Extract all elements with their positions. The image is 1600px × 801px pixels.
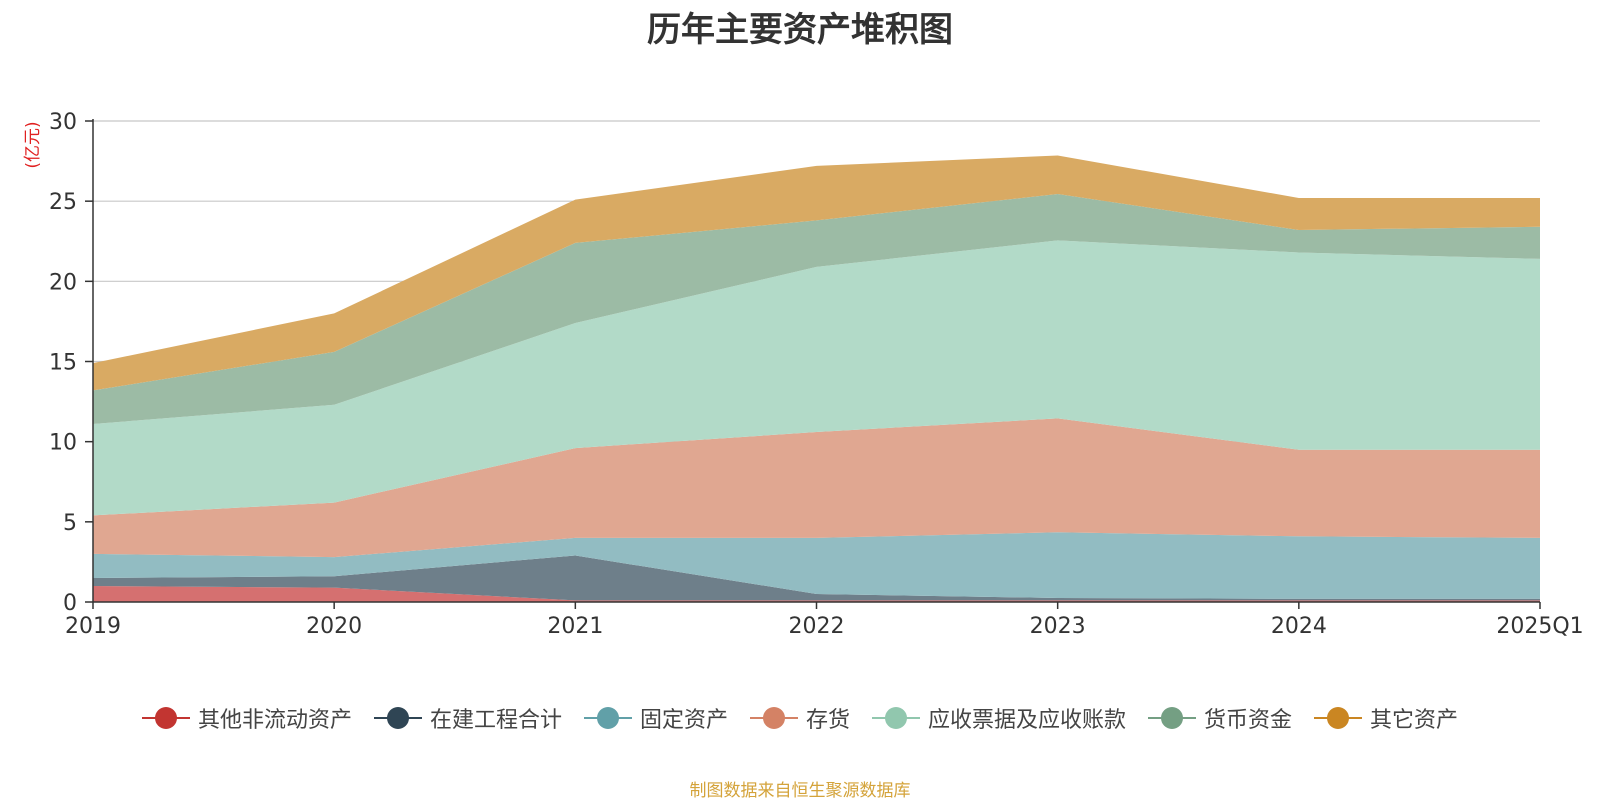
legend-item[interactable]: 应收票据及应收账款 (872, 702, 1126, 734)
legend-item[interactable]: 其他非流动资产 (141, 702, 352, 734)
y-tick-label: 10 (49, 431, 77, 456)
x-tick-label: 2024 (1271, 614, 1327, 639)
legend-marker-icon (749, 706, 798, 730)
legend-marker-icon (1314, 706, 1363, 730)
y-tick-label: 15 (49, 351, 77, 376)
legend-item[interactable]: 在建工程合计 (373, 702, 562, 734)
y-tick-label: 5 (63, 511, 77, 536)
area-3 (93, 418, 1540, 558)
area-series (93, 155, 1540, 602)
area-0 (93, 586, 1540, 602)
legend-label: 其他非流动资产 (197, 708, 352, 733)
legend-item[interactable]: 固定资产 (583, 702, 728, 734)
legend-label: 货币资金 (1204, 708, 1293, 733)
legend-item[interactable]: 其它资产 (1314, 702, 1458, 734)
chart-title: 历年主要资产堆积图 (647, 10, 953, 50)
legend-item[interactable]: 存货 (749, 702, 850, 734)
source-note: 制图数据来自恒生聚源数据库 (689, 781, 911, 801)
x-tick-label: 2021 (547, 614, 603, 639)
area-4 (93, 240, 1540, 516)
x-tick-label: 2025Q1 (1496, 614, 1583, 639)
legend-marker-icon (872, 706, 920, 730)
x-tick-label: 2022 (789, 614, 845, 639)
legend: 其他非流动资产 在建工程合计 固定资产 存货 应收票据及应收账款 货币资金 其它资产 (0, 700, 1600, 736)
area-6 (93, 155, 1540, 391)
x-tick-label: 2023 (1030, 614, 1086, 639)
area-2 (93, 532, 1540, 599)
legend-item[interactable]: 货币资金 (1148, 702, 1292, 734)
x-tick-label: 2019 (65, 614, 121, 639)
legend-label: 其它资产 (1370, 708, 1459, 733)
y-tick-label: 0 (63, 591, 77, 616)
legend-label: 固定资产 (639, 708, 728, 733)
legend-label: 存货 (805, 708, 850, 733)
legend-label: 应收票据及应收账款 (928, 708, 1127, 733)
legend-label: 在建工程合计 (429, 708, 562, 733)
y-axis-unit-label: (亿元) (23, 121, 43, 168)
stacked-area-chart: 0 5 10 15 20 25 30 2019 2020 2021 2022 2023 2024 2025… (23, 110, 1584, 639)
y-tick-label: 30 (49, 110, 77, 135)
legend-marker-icon (373, 706, 422, 730)
area-5 (93, 194, 1540, 424)
legend-marker-icon (141, 706, 190, 730)
legend-marker-icon (1148, 706, 1197, 730)
area-1 (93, 555, 1540, 601)
y-tick-label: 25 (49, 190, 77, 215)
axes: 0 5 10 15 20 25 30 2019 2020 2021 2022 2023 2024 2025… (49, 110, 1584, 639)
legend-marker-icon (583, 706, 632, 730)
y-tick-label: 20 (49, 270, 77, 295)
x-tick-label: 2020 (306, 614, 362, 639)
